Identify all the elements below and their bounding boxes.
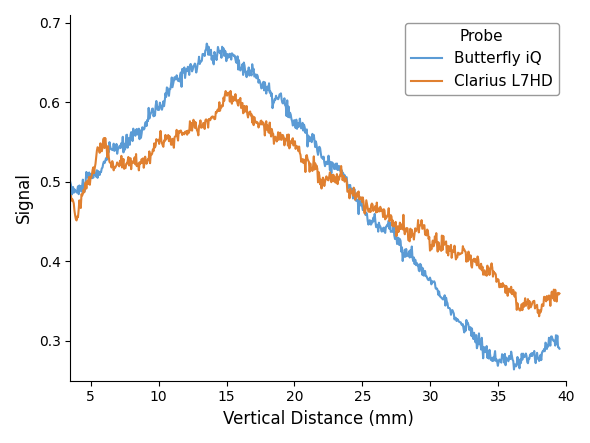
Clarius L7HD	[221, 92, 228, 97]
Clarius L7HD	[556, 291, 563, 296]
Line: Butterfly iQ: Butterfly iQ	[70, 43, 559, 369]
Clarius L7HD	[448, 255, 455, 260]
Clarius L7HD	[205, 125, 212, 130]
Butterfly iQ	[389, 229, 396, 234]
Clarius L7HD	[227, 88, 234, 93]
Butterfly iQ	[186, 63, 194, 68]
Butterfly iQ	[205, 44, 212, 50]
Butterfly iQ	[222, 49, 229, 54]
Clarius L7HD	[389, 223, 396, 228]
Line: Clarius L7HD: Clarius L7HD	[70, 91, 559, 316]
Clarius L7HD	[509, 291, 516, 297]
Legend: Butterfly iQ, Clarius L7HD: Butterfly iQ, Clarius L7HD	[405, 23, 559, 95]
X-axis label: Vertical Distance (mm): Vertical Distance (mm)	[223, 410, 414, 428]
Clarius L7HD	[67, 192, 74, 198]
Y-axis label: Signal: Signal	[15, 172, 33, 223]
Butterfly iQ	[448, 308, 455, 314]
Clarius L7HD	[536, 314, 543, 319]
Butterfly iQ	[510, 367, 517, 372]
Butterfly iQ	[203, 41, 210, 46]
Butterfly iQ	[509, 353, 516, 358]
Butterfly iQ	[556, 346, 563, 351]
Butterfly iQ	[67, 179, 74, 185]
Clarius L7HD	[186, 119, 194, 124]
